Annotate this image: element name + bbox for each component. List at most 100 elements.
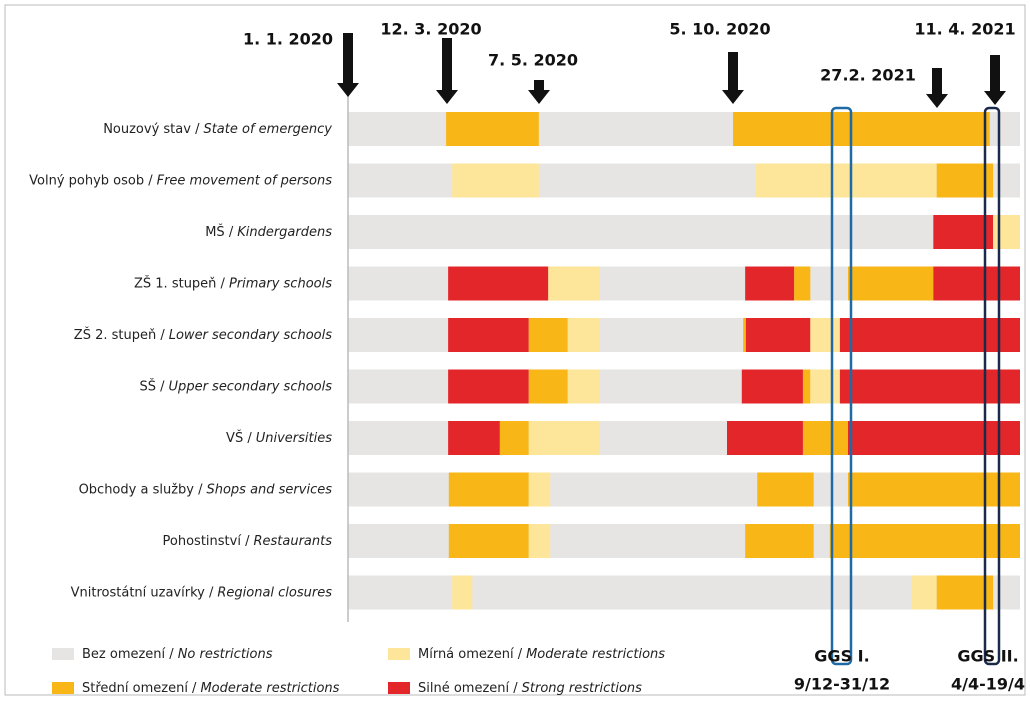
segment [499, 421, 529, 455]
row-label: Nouzový stav / State of emergency [103, 122, 332, 137]
segment [446, 112, 539, 146]
segment [802, 421, 848, 455]
annotation: 11. 4. 2021 [914, 20, 1015, 39]
segment [452, 575, 473, 610]
segment [567, 369, 600, 404]
legend-label-cs: Silné omezení / [418, 681, 518, 696]
annotation: 7. 5. 2020 [488, 51, 578, 70]
row-label-cs: Nouzový stav / [103, 122, 200, 137]
segment [755, 163, 937, 198]
segment [528, 318, 568, 352]
segment [448, 524, 529, 558]
row-label-en: Free movement of persons [157, 173, 333, 188]
segment [448, 266, 549, 301]
annotation: 27.2. 2021 [820, 66, 916, 85]
arrows [337, 33, 1006, 108]
segment [847, 421, 1020, 455]
segment [733, 112, 990, 146]
row-label-cs: ZŠ 2. stupeň / [74, 327, 166, 343]
segment [829, 524, 1020, 558]
row-label: Volný pohyb osob / Free movement of perso… [29, 173, 332, 188]
segment [448, 421, 500, 455]
legend-label: Střední omezení / Moderate restrictions [82, 681, 340, 696]
segment [548, 266, 600, 301]
period-range: 4/4-19/4 [951, 675, 1025, 694]
segment [933, 215, 994, 249]
segment [794, 266, 811, 301]
legend-swatch [52, 648, 74, 660]
row-label-en: Restaurants [253, 534, 332, 549]
segment [933, 266, 1020, 301]
segment [745, 318, 811, 352]
row-label: MŠ / Kindergardens [205, 224, 332, 240]
frame [4, 4, 1026, 696]
segment [727, 421, 803, 455]
segment [528, 524, 551, 558]
row-label-en: Shops and services [206, 482, 332, 497]
segment [810, 318, 840, 352]
segment [847, 266, 934, 301]
row-label-en: Regional closures [217, 585, 332, 600]
row-label: Pohostinství / Restaurants [163, 534, 333, 549]
row-label-cs: Pohostinství / [163, 534, 251, 549]
row-label-cs: SŠ / [140, 378, 166, 394]
row-label-cs: VŠ / [226, 430, 252, 446]
legend-swatch [52, 682, 74, 694]
segment [452, 163, 539, 198]
row-label-en: Universities [256, 431, 332, 446]
legend-swatch [388, 682, 410, 694]
row-label-en: Kindergardens [237, 225, 332, 240]
row-label: ZŠ 1. stupeň / Primary schools [134, 275, 332, 291]
segment [911, 575, 937, 610]
row-label: Obchody a služby / Shops and services [79, 482, 333, 497]
segment [741, 369, 803, 404]
legend-label-cs: Mírná omezení / [418, 647, 523, 662]
segment [745, 524, 814, 558]
segment [936, 575, 994, 610]
segment [448, 472, 529, 507]
row-label-cs: ZŠ 1. stupeň / [134, 275, 226, 291]
segment [847, 472, 1020, 507]
legend-label-en: Moderate restrictions [200, 681, 339, 696]
period-name: GGS II. [957, 647, 1018, 666]
row-label-en: Lower secondary schools [169, 328, 332, 343]
segment [802, 369, 811, 404]
segment [993, 215, 1020, 249]
row-label-cs: MŠ / [205, 224, 234, 240]
segment [528, 421, 600, 455]
annotation: 12. 3. 2020 [380, 20, 481, 39]
legend-swatch [388, 648, 410, 660]
segment [448, 318, 529, 352]
row-label: ZŠ 2. stupeň / Lower secondary schools [74, 327, 332, 343]
row-label-en: Upper secondary schools [169, 379, 333, 394]
row-label-cs: Volný pohyb osob / [29, 173, 153, 188]
row-background [348, 215, 1020, 249]
legend-label-en: No restrictions [178, 647, 273, 662]
row-label-en: Primary schools [229, 276, 332, 291]
segment [528, 369, 568, 404]
period-box [983, 106, 1001, 666]
segment [810, 369, 840, 404]
row-label: Vnitrostátní uzavírky / Regional closures [71, 585, 333, 600]
legend-label-cs: Bez omezení / [82, 647, 174, 662]
annotation: 5. 10. 2020 [669, 20, 770, 39]
segment [528, 472, 551, 507]
row-label: SŠ / Upper secondary schools [140, 378, 333, 394]
legend-label-cs: Střední omezení / [82, 681, 197, 696]
segment [448, 369, 529, 404]
period-name: GGS I. [814, 647, 869, 666]
row-label-cs: Vnitrostátní uzavírky / [71, 585, 214, 600]
legend-label: Bez omezení / No restrictions [82, 647, 273, 662]
annotation: 1. 1. 2020 [243, 30, 333, 49]
period-box [830, 106, 853, 666]
row-label-en: State of emergency [203, 122, 332, 137]
segment [745, 266, 795, 301]
segment [743, 318, 746, 352]
legend-label: Mírná omezení / Moderate restrictions [418, 647, 665, 662]
period-range: 9/12-31/12 [794, 675, 890, 694]
segment [839, 318, 1020, 352]
segment [936, 163, 994, 198]
segment [757, 472, 814, 507]
row-label: VŠ / Universities [226, 430, 332, 446]
